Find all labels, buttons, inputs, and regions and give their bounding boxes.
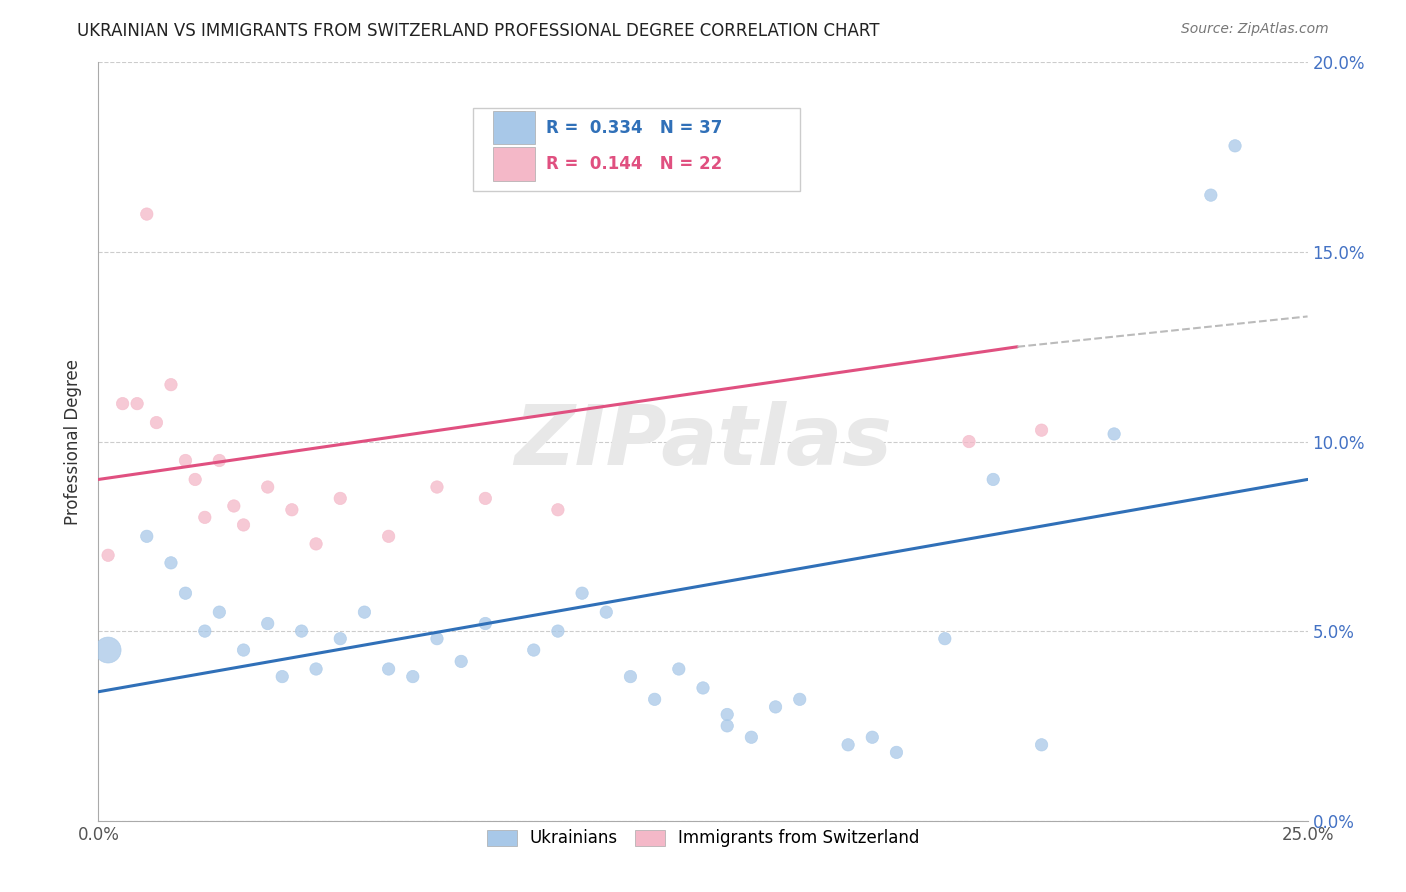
Point bbox=[426, 480, 449, 494]
Point bbox=[668, 662, 690, 676]
Point bbox=[232, 517, 254, 532]
Point bbox=[377, 529, 399, 543]
Point bbox=[981, 473, 1004, 487]
Point bbox=[1223, 138, 1246, 153]
Point bbox=[957, 434, 980, 449]
Point bbox=[256, 480, 278, 494]
Point bbox=[595, 112, 617, 127]
Point bbox=[208, 453, 231, 467]
Point bbox=[353, 605, 375, 619]
Point bbox=[290, 624, 312, 639]
Point bbox=[305, 537, 328, 551]
Point bbox=[329, 491, 352, 506]
Point bbox=[571, 586, 593, 600]
Point bbox=[329, 632, 352, 646]
Point bbox=[184, 473, 207, 487]
Point bbox=[1031, 738, 1053, 752]
Point bbox=[789, 692, 811, 706]
Point bbox=[450, 655, 472, 669]
Point bbox=[716, 719, 738, 733]
Point bbox=[547, 503, 569, 517]
Point bbox=[1031, 423, 1053, 437]
Point bbox=[111, 396, 134, 410]
Point bbox=[256, 616, 278, 631]
Point bbox=[692, 681, 714, 695]
Text: R =  0.144   N = 22: R = 0.144 N = 22 bbox=[546, 155, 723, 173]
Point bbox=[402, 669, 425, 684]
Point bbox=[160, 377, 183, 392]
Point bbox=[97, 643, 120, 657]
Point bbox=[426, 632, 449, 646]
Point bbox=[934, 632, 956, 646]
Point bbox=[271, 669, 294, 684]
Point bbox=[377, 662, 399, 676]
Point bbox=[547, 624, 569, 639]
Text: R =  0.334   N = 37: R = 0.334 N = 37 bbox=[546, 119, 723, 136]
FancyBboxPatch shape bbox=[492, 147, 534, 181]
FancyBboxPatch shape bbox=[492, 111, 534, 145]
Point bbox=[474, 491, 496, 506]
Point bbox=[1102, 427, 1125, 442]
Point bbox=[222, 499, 245, 513]
Point bbox=[644, 692, 666, 706]
Point bbox=[716, 707, 738, 722]
Point bbox=[619, 669, 641, 684]
Point bbox=[135, 207, 157, 221]
Point bbox=[837, 738, 859, 752]
Point bbox=[1199, 188, 1222, 202]
Point bbox=[740, 730, 762, 744]
Point bbox=[127, 396, 149, 410]
Text: UKRAINIAN VS IMMIGRANTS FROM SWITZERLAND PROFESSIONAL DEGREE CORRELATION CHART: UKRAINIAN VS IMMIGRANTS FROM SWITZERLAND… bbox=[77, 22, 880, 40]
Point bbox=[174, 586, 197, 600]
Point bbox=[305, 662, 328, 676]
Point bbox=[886, 746, 908, 760]
Text: ZIPatlas: ZIPatlas bbox=[515, 401, 891, 482]
Point bbox=[194, 510, 217, 524]
Point bbox=[145, 416, 167, 430]
Point bbox=[765, 699, 787, 714]
Point bbox=[135, 529, 157, 543]
Y-axis label: Professional Degree: Professional Degree bbox=[65, 359, 83, 524]
Point bbox=[474, 616, 496, 631]
Point bbox=[523, 643, 546, 657]
Legend: Ukrainians, Immigrants from Switzerland: Ukrainians, Immigrants from Switzerland bbox=[479, 822, 927, 854]
FancyBboxPatch shape bbox=[474, 108, 800, 191]
Point bbox=[281, 503, 304, 517]
Point bbox=[174, 453, 197, 467]
Point bbox=[232, 643, 254, 657]
Point bbox=[208, 605, 231, 619]
Point bbox=[595, 605, 617, 619]
Point bbox=[860, 730, 883, 744]
Text: Source: ZipAtlas.com: Source: ZipAtlas.com bbox=[1181, 22, 1329, 37]
Point bbox=[194, 624, 217, 639]
Point bbox=[160, 556, 183, 570]
Point bbox=[97, 548, 120, 563]
